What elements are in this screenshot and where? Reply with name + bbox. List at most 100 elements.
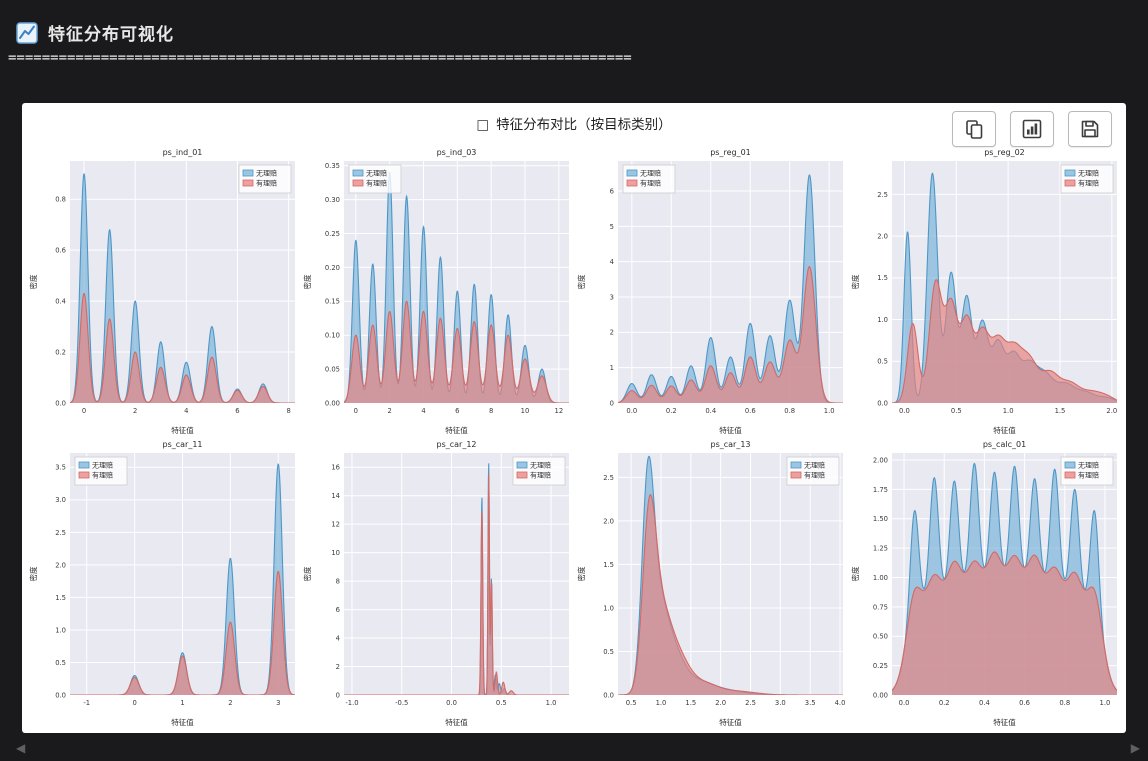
svg-text:2.0: 2.0	[55, 561, 66, 569]
svg-text:4: 4	[336, 634, 340, 642]
svg-text:3.0: 3.0	[55, 496, 66, 504]
chart-line-icon	[16, 21, 38, 44]
scroll-right-arrow[interactable]: ▶	[1130, 741, 1140, 755]
svg-text:16: 16	[331, 464, 340, 472]
svg-text:0: 0	[336, 691, 340, 699]
svg-text:特征值: 特征值	[993, 717, 1016, 727]
svg-text:2.0: 2.0	[603, 517, 614, 525]
svg-text:0.30: 0.30	[325, 196, 340, 204]
svg-text:特征值: 特征值	[171, 425, 194, 435]
svg-text:1.5: 1.5	[55, 594, 66, 602]
charts-grid: 0 2 4 6 8 0.0 0.2 0.4 0.6 0.8 ps_ind_01 特征值 密度 无理赔 有理赔…	[28, 145, 1124, 729]
svg-text:有理赔: 有理赔	[804, 471, 825, 480]
svg-text:1.5: 1.5	[1055, 407, 1066, 415]
svg-text:有理赔: 有理赔	[640, 179, 661, 188]
svg-text:0.0: 0.0	[626, 407, 637, 415]
chart-svg-ps_car_12: -1.0 -0.5 0.0 0.5 1.0 0 2 4 6 8 10 12 14 16 ps_car_12 特…	[302, 440, 569, 727]
svg-text:0.0: 0.0	[55, 399, 66, 407]
svg-text:0.5: 0.5	[496, 699, 507, 707]
svg-text:0.8: 0.8	[55, 196, 66, 204]
svg-text:2.0: 2.0	[1106, 407, 1117, 415]
svg-text:1.75: 1.75	[873, 486, 888, 494]
svg-text:2.5: 2.5	[55, 529, 66, 537]
chart-ps_reg_02: 0.0 0.5 1.0 1.5 2.0 0.0 0.5 1.0 1.5 2.0 2.5 ps_reg_…	[850, 145, 1122, 437]
svg-text:0.75: 0.75	[873, 603, 888, 611]
svg-text:2: 2	[228, 699, 232, 707]
save-icon	[1079, 118, 1101, 140]
svg-text:4: 4	[421, 407, 425, 415]
svg-text:0.5: 0.5	[55, 659, 66, 667]
svg-text:6: 6	[336, 606, 340, 614]
svg-text:1.0: 1.0	[546, 699, 557, 707]
svg-text:无理赔: 无理赔	[530, 461, 551, 470]
svg-text:2: 2	[133, 407, 137, 415]
chart-svg-ps_reg_02: 0.0 0.5 1.0 1.5 2.0 0.0 0.5 1.0 1.5 2.0 2.5 ps_reg_…	[850, 148, 1117, 435]
svg-text:0.00: 0.00	[873, 691, 888, 699]
svg-text:ps_ind_03: ps_ind_03	[437, 148, 477, 157]
chart-svg-ps_calc_01: 0.0 0.2 0.4 0.6 0.8 1.0 0.00 0.25 0.50 0.75 1.00 1.…	[850, 440, 1117, 727]
svg-text:密度: 密度	[28, 274, 38, 289]
svg-text:4: 4	[610, 258, 614, 266]
svg-text:0.10: 0.10	[325, 332, 340, 340]
svg-text:0.15: 0.15	[325, 298, 340, 306]
svg-text:3.5: 3.5	[805, 699, 816, 707]
figure-toolbar	[952, 111, 1112, 147]
svg-text:3.5: 3.5	[55, 464, 66, 472]
chart-ps_ind_03: 0 2 4 6 8 10 12 0.00 0.05 0.10 0.15 0.20 0.25 0.30 0.3…	[302, 145, 574, 437]
svg-text:0.5: 0.5	[626, 699, 637, 707]
svg-text:8: 8	[286, 407, 290, 415]
figure-title: 特征分布对比（按目标类别）	[496, 117, 672, 133]
copy-button[interactable]	[952, 111, 996, 147]
svg-text:1.50: 1.50	[873, 515, 888, 523]
svg-text:特征值: 特征值	[171, 717, 194, 727]
svg-text:0.4: 0.4	[55, 298, 66, 306]
svg-text:0.0: 0.0	[446, 699, 457, 707]
svg-text:特征值: 特征值	[993, 425, 1016, 435]
svg-text:0.4: 0.4	[705, 407, 716, 415]
svg-text:有理赔: 有理赔	[1078, 471, 1099, 480]
scroll-left-arrow[interactable]: ◀	[16, 741, 26, 755]
svg-text:0.05: 0.05	[325, 366, 340, 374]
svg-text:0: 0	[610, 399, 614, 407]
svg-text:10: 10	[521, 407, 530, 415]
svg-text:有理赔: 有理赔	[366, 179, 387, 188]
page-title: 特征分布可视化	[48, 25, 174, 45]
svg-text:无理赔: 无理赔	[1078, 461, 1099, 470]
svg-text:4: 4	[184, 407, 188, 415]
svg-text:2: 2	[388, 407, 392, 415]
svg-text:有理赔: 有理赔	[530, 471, 551, 480]
svg-text:0.20: 0.20	[325, 264, 340, 272]
svg-text:0.8: 0.8	[784, 407, 795, 415]
svg-text:1.0: 1.0	[603, 604, 614, 612]
figure-panel: □ 特征分布对比（按目标类别）	[22, 103, 1126, 733]
svg-text:ps_car_12: ps_car_12	[436, 440, 476, 449]
svg-text:3.0: 3.0	[775, 699, 786, 707]
svg-text:0: 0	[82, 407, 86, 415]
svg-text:1.0: 1.0	[55, 626, 66, 634]
svg-text:1.0: 1.0	[877, 316, 888, 324]
svg-text:无理赔: 无理赔	[256, 169, 277, 178]
svg-text:1.0: 1.0	[1100, 699, 1111, 707]
svg-text:2.5: 2.5	[877, 191, 888, 199]
svg-text:8: 8	[336, 578, 340, 586]
chart-button[interactable]	[1010, 111, 1054, 147]
svg-text:0: 0	[132, 699, 136, 707]
svg-text:1.00: 1.00	[873, 574, 888, 582]
svg-text:2.0: 2.0	[715, 699, 726, 707]
save-button[interactable]	[1068, 111, 1112, 147]
svg-text:ps_reg_02: ps_reg_02	[984, 148, 1025, 157]
svg-text:0.35: 0.35	[325, 162, 340, 170]
svg-text:0.25: 0.25	[873, 662, 888, 670]
svg-text:ps_ind_01: ps_ind_01	[163, 148, 203, 157]
separator-line: ========================================…	[8, 50, 632, 66]
svg-text:特征值: 特征值	[445, 425, 468, 435]
svg-text:12: 12	[555, 407, 564, 415]
svg-text:2.5: 2.5	[745, 699, 756, 707]
figure-title-row: □ 特征分布对比（按目标类别）	[22, 113, 1126, 133]
svg-text:特征值: 特征值	[719, 425, 742, 435]
svg-text:0.0: 0.0	[899, 407, 910, 415]
svg-text:6: 6	[455, 407, 459, 415]
chart-svg-ps_ind_03: 0 2 4 6 8 10 12 0.00 0.05 0.10 0.15 0.20 0.25 0.30 0.3…	[302, 148, 569, 435]
chart-svg-ps_car_13: 0.5 1.0 1.5 2.0 2.5 3.0 3.5 4.0 0.0 0.5 1.0 1.5 2.0 2…	[576, 440, 845, 727]
